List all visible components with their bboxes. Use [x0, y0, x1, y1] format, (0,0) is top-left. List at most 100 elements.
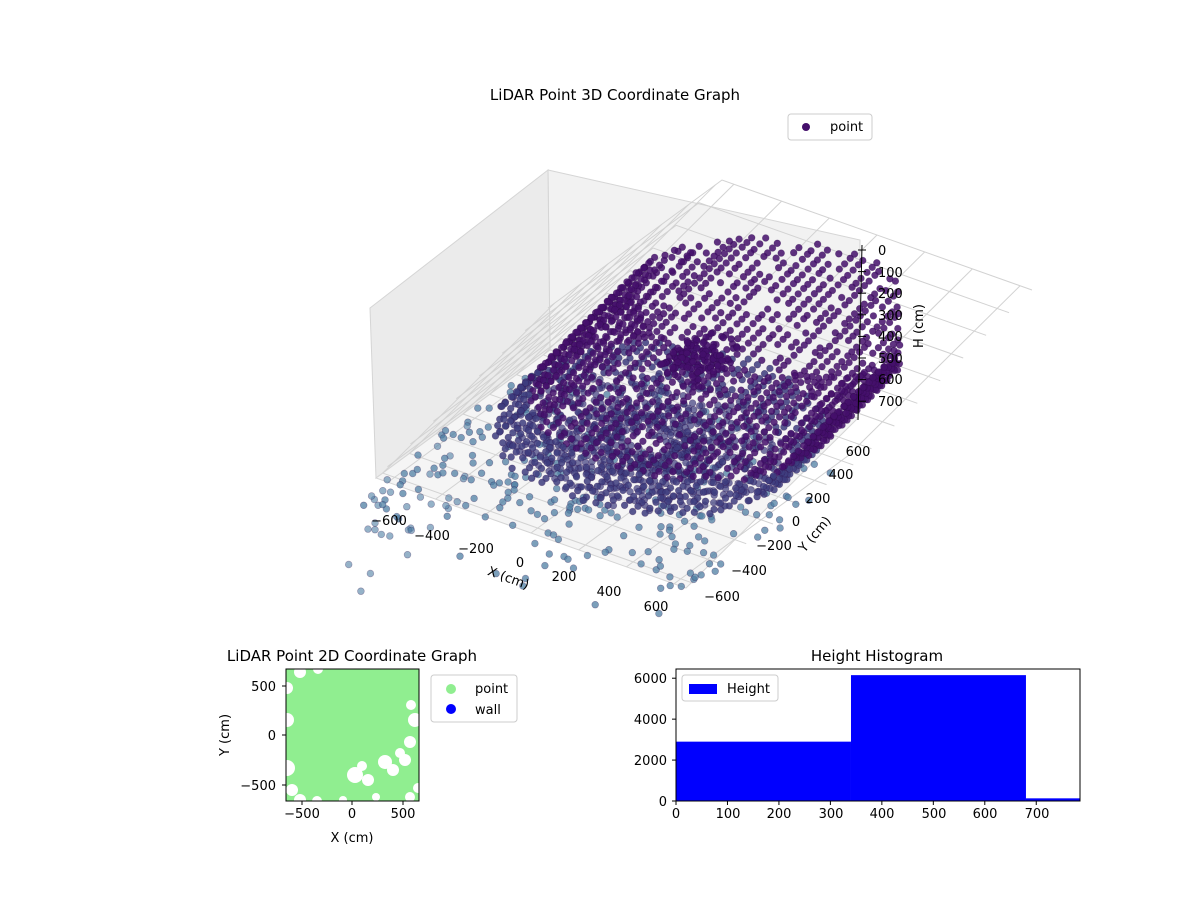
scatter-point	[722, 429, 730, 437]
scatter-point	[714, 362, 722, 370]
scatter-point	[414, 451, 422, 459]
scatter-point	[537, 387, 545, 395]
scatter-point	[700, 262, 708, 270]
scatter-point	[740, 475, 748, 484]
scatter-point	[484, 423, 492, 431]
scatter-point	[577, 412, 585, 421]
scatter-point	[518, 454, 527, 462]
scatter-point	[850, 291, 859, 300]
scatter-point	[504, 494, 512, 502]
scatter-point	[731, 264, 739, 272]
scatter-point	[400, 469, 408, 478]
scatter-point	[663, 368, 672, 376]
scatter-point	[823, 246, 832, 254]
scatter-point	[623, 338, 632, 346]
scatter-point	[727, 472, 735, 480]
scatter-point	[603, 390, 611, 399]
scatter-point	[760, 252, 768, 261]
scatter-point	[608, 452, 617, 460]
scatter-point	[821, 346, 829, 355]
scatter-point	[469, 438, 477, 446]
scatter-point	[535, 403, 543, 411]
y-tick-label: 4000	[634, 713, 667, 728]
scatter-point	[641, 271, 649, 279]
scatter-point	[727, 254, 735, 262]
scatter-point	[730, 458, 738, 466]
scatter-point	[671, 324, 679, 332]
scatter-point	[752, 422, 761, 431]
scatter-point	[753, 259, 761, 267]
scatter-point	[702, 333, 710, 341]
scatter-point	[642, 404, 650, 412]
scatter-point	[607, 410, 615, 418]
scatter-point	[569, 458, 577, 467]
scatter-point	[795, 346, 804, 354]
scatter-point	[750, 388, 758, 396]
scatter-point	[660, 445, 668, 454]
scatter-point	[775, 387, 783, 396]
scatter-point	[612, 377, 621, 386]
scatter-point	[545, 406, 554, 414]
scatter-point	[718, 356, 726, 365]
scatter-point	[804, 337, 813, 345]
scatter-point	[743, 325, 751, 334]
scatter-point	[393, 512, 401, 521]
scatter-point	[867, 301, 875, 310]
scatter-point	[861, 307, 869, 315]
scatter-point	[683, 547, 691, 555]
chart-histogram: Height Histogram 0 100 200 300 400 500 6…	[634, 647, 1081, 822]
scatter-point	[557, 474, 565, 482]
scatter-point	[812, 368, 821, 376]
scatter-point	[752, 511, 761, 519]
scatter-point	[884, 297, 892, 305]
scatter-point	[727, 335, 735, 343]
scatter-point	[712, 379, 721, 388]
scatter-point	[695, 427, 704, 435]
scatter-point	[637, 454, 645, 462]
x-tick-label: −200	[458, 542, 494, 557]
scatter-point	[610, 328, 619, 336]
scatter-point	[835, 250, 843, 258]
scatter-point	[699, 488, 708, 496]
scatter-point	[702, 472, 710, 480]
scatter-point	[500, 415, 508, 423]
scatter-point	[592, 410, 601, 418]
scatter-point	[760, 428, 769, 436]
scatter-point	[774, 264, 783, 272]
scatter-point	[545, 393, 553, 401]
scatter-point	[367, 492, 376, 500]
scatter-point	[792, 500, 800, 508]
scatter-point	[732, 294, 740, 302]
scatter-point	[634, 339, 643, 347]
scatter-point	[869, 349, 877, 357]
scatter-point	[716, 560, 725, 568]
scatter-point	[553, 463, 561, 471]
scatter-point	[538, 478, 546, 487]
scatter-point	[721, 478, 729, 486]
scatter-point	[802, 414, 811, 422]
scatter-point	[501, 458, 510, 466]
scatter-point	[650, 456, 658, 464]
scatter-point	[634, 487, 643, 496]
scatter-point	[566, 385, 574, 394]
scatter-point	[627, 404, 635, 412]
scatter-point	[778, 373, 786, 382]
scatter-point	[669, 348, 677, 357]
scatter-point	[800, 341, 808, 349]
scatter-point	[547, 354, 555, 362]
scatter-point	[701, 497, 710, 505]
scatter-point	[785, 465, 794, 473]
scatter-point	[882, 286, 890, 295]
scatter-point	[729, 433, 737, 441]
scatter-point	[885, 318, 894, 327]
scatter-point	[750, 449, 759, 457]
scatter-point	[854, 261, 863, 269]
scatter-point	[643, 374, 651, 382]
scatter-point	[831, 336, 839, 345]
scatter-point	[481, 513, 489, 521]
scatter-point	[714, 401, 722, 409]
grid-line	[455, 270, 941, 400]
histogram-y-ticks: 0 2000 4000 6000	[634, 672, 667, 810]
histogram-bar	[850, 675, 1026, 801]
scatter-point	[519, 582, 527, 590]
